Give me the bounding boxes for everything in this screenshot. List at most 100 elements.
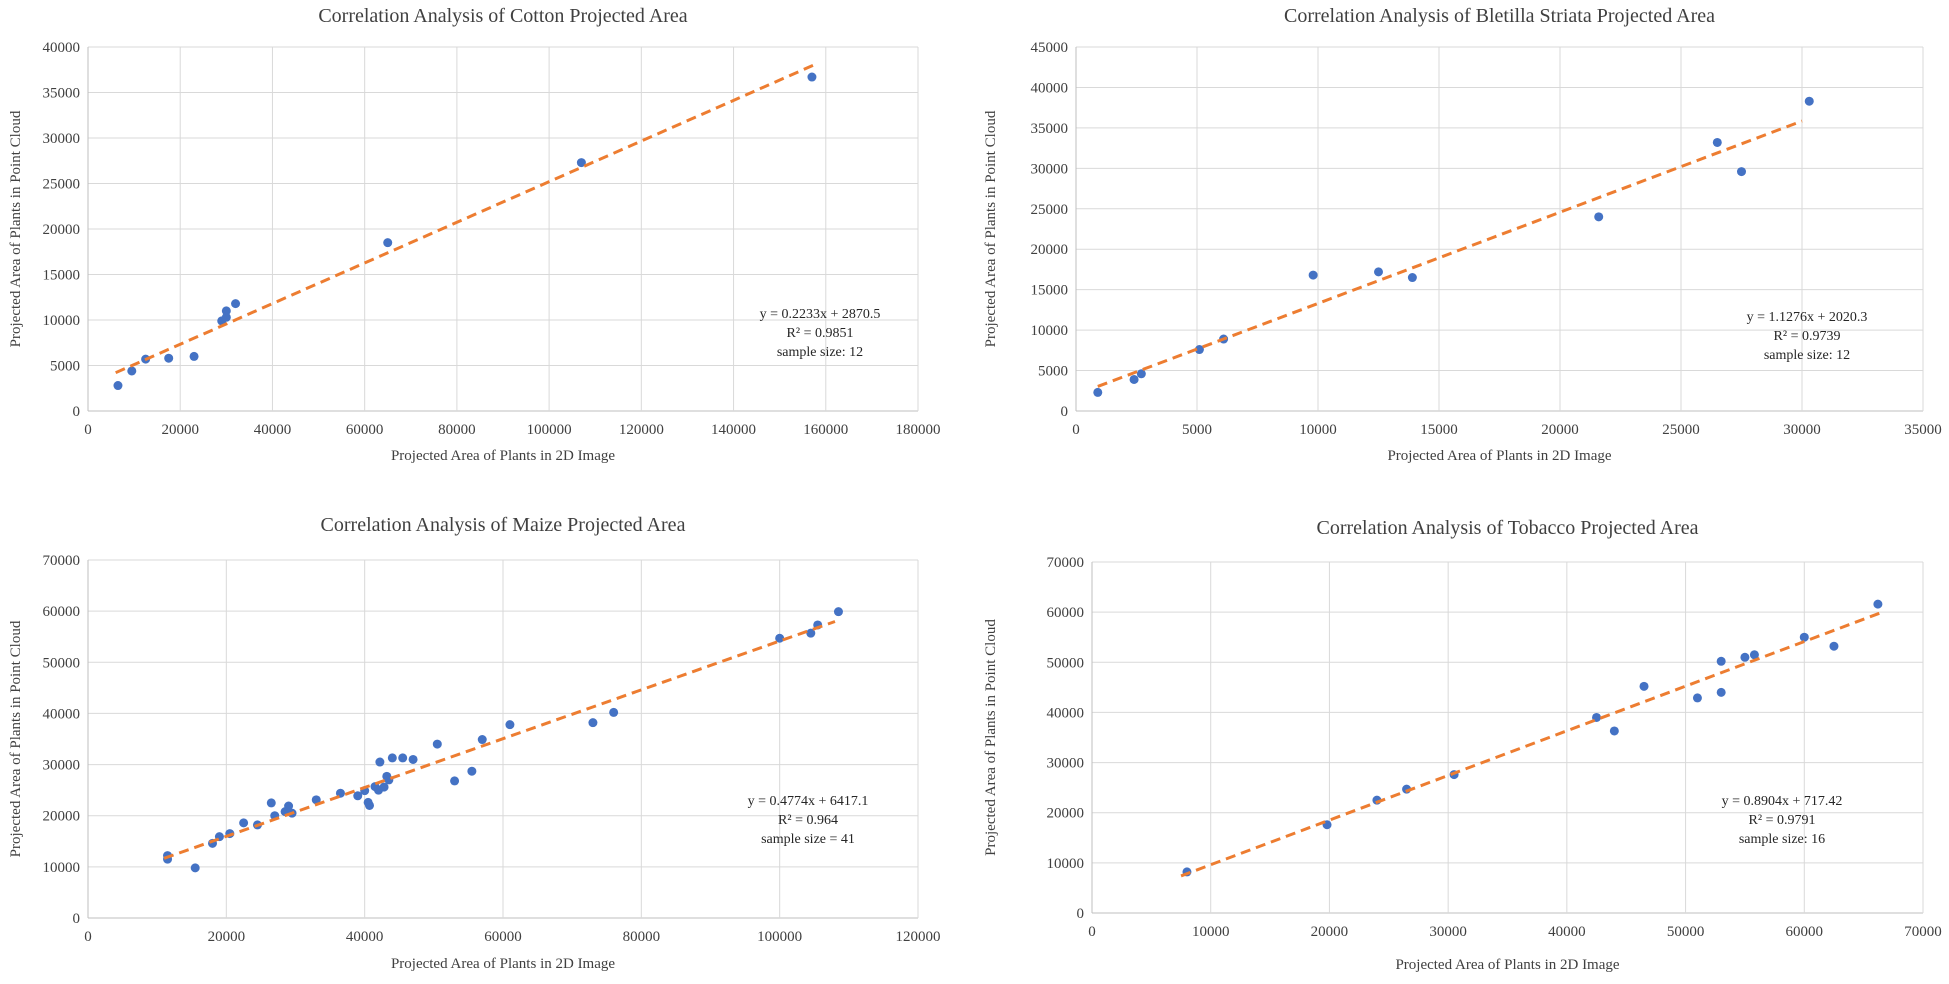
tobacco-ytick-label: 10000 <box>1047 856 1085 872</box>
tobacco-ytick-label: 0 <box>1077 906 1085 922</box>
tobacco-trendline <box>1180 611 1882 878</box>
chart-cotton: 0 5000 10000 15000 20000 25000 30000 35000 40000… <box>0 0 974 492</box>
maize-annotation-line: R² = 0.964 <box>778 813 838 828</box>
bletilla-xtick-label: 30000 <box>1783 422 1821 438</box>
tobacco-annotation-line: R² = 0.9791 <box>1749 813 1816 828</box>
bletilla-trendline <box>1097 119 1803 388</box>
cotton-ytick-label: 35000 <box>43 86 81 102</box>
tobacco-xtick-label: 20000 <box>1311 924 1349 940</box>
bletilla-data-point <box>1374 267 1383 277</box>
bletilla-xtick-label: 0 <box>1072 422 1080 438</box>
tobacco-xtick-label: 30000 <box>1429 924 1467 940</box>
maize-data-point <box>266 798 276 808</box>
tobacco-ytick-label: 20000 <box>1047 806 1085 822</box>
maize-xtick-label: 0 <box>84 929 92 945</box>
bletilla-data-point <box>1136 369 1146 379</box>
chart-bletilla-svg: 0 5000 10000 15000 20000 25000 30000 35000 40000… <box>983 5 1942 464</box>
tobacco-data-point <box>1716 687 1726 697</box>
cotton-ytick-label: 40000 <box>43 40 81 56</box>
maize-data-point <box>387 753 397 763</box>
bletilla-ytick-label: 20000 <box>1031 242 1069 258</box>
cotton-xtick-label: 140000 <box>711 422 756 438</box>
chart-bletilla-striata: 0 5000 10000 15000 20000 25000 30000 35000 40000… <box>975 0 1949 492</box>
cotton-data-point <box>576 158 586 168</box>
maize-ytick-label: 10000 <box>43 860 81 876</box>
chart-maize: 0 10000 20000 30000 40000 50000 60000 70000 0 200… <box>0 492 974 984</box>
cotton-xtick-label: 120000 <box>619 422 664 438</box>
tobacco-ytick-label: 50000 <box>1047 655 1085 671</box>
bletilla-ytick-label: 30000 <box>1031 161 1069 177</box>
tobacco-xtick-label: 70000 <box>1904 924 1942 940</box>
maize-ytick-label: 70000 <box>43 553 81 569</box>
chart-tobacco: 0 10000 20000 30000 40000 50000 60000 70000 0 100… <box>975 492 1949 984</box>
maize-y-axis-label: Projected Area of Plants in Point Cloud <box>8 620 24 857</box>
bletilla-data-point <box>1737 167 1746 177</box>
tobacco-xtick-label: 50000 <box>1667 924 1705 940</box>
tobacco-data-point <box>1829 641 1839 651</box>
maize-data-point <box>588 718 598 728</box>
bletilla-data-point <box>1594 212 1604 222</box>
bletilla-ytick-label: 0 <box>1061 404 1069 420</box>
maize-data-point <box>408 754 418 764</box>
bletilla-ytick-label: 10000 <box>1031 323 1069 339</box>
maize-data-point <box>432 739 442 749</box>
cotton-xtick-label: 0 <box>84 422 92 438</box>
tobacco-xtick-label: 60000 <box>1786 924 1824 940</box>
chart-maize-svg: 0 10000 20000 30000 40000 50000 60000 70000 0 200… <box>8 514 941 972</box>
cotton-xtick-label: 20000 <box>161 422 199 438</box>
maize-data-point <box>190 863 200 873</box>
cotton-y-axis-label: Projected Area of Plants in Point Cloud <box>8 110 24 347</box>
maize-data-point <box>609 707 619 717</box>
cotton-data-point <box>164 353 174 363</box>
bletilla-xtick-label: 15000 <box>1420 422 1458 438</box>
cotton-data-point <box>807 72 817 82</box>
tobacco-data-point <box>1716 656 1726 666</box>
cotton-ytick-label: 5000 <box>50 359 80 375</box>
bletilla-data-point <box>1308 270 1318 280</box>
tobacco-ytick-label: 40000 <box>1047 705 1085 721</box>
tobacco-y-axis-label: Projected Area of Plants in Point Cloud <box>983 619 999 856</box>
maize-annotation-line: sample size = 41 <box>761 832 855 847</box>
bletilla-annotation-line: R² = 0.9739 <box>1774 329 1841 344</box>
maize-ytick-label: 20000 <box>43 809 81 825</box>
maize-data-point <box>806 628 816 638</box>
tobacco-ytick-label: 70000 <box>1047 555 1085 571</box>
maize-xtick-label: 80000 <box>623 929 661 945</box>
cotton-ytick-label: 10000 <box>43 313 81 329</box>
tobacco-data-point <box>1799 632 1809 642</box>
cotton-xtick-label: 80000 <box>438 422 476 438</box>
bletilla-data-point <box>1093 387 1103 397</box>
maize-data-point <box>379 782 389 792</box>
maize-trendline <box>163 620 836 860</box>
cotton-xtick-label: 160000 <box>803 422 848 438</box>
cotton-data-point <box>127 366 137 376</box>
cotton-ytick-label: 25000 <box>43 177 81 193</box>
bletilla-chart-title: Correlation Analysis of Bletilla Striata… <box>1284 5 1715 27</box>
cotton-ytick-label: 20000 <box>43 222 81 238</box>
bletilla-ytick-label: 15000 <box>1031 283 1069 299</box>
bletilla-xtick-label: 20000 <box>1541 422 1579 438</box>
cotton-xtick-label: 100000 <box>527 422 572 438</box>
maize-ytick-label: 60000 <box>43 604 81 620</box>
tobacco-data-point <box>1749 650 1759 660</box>
bletilla-xtick-label: 10000 <box>1299 422 1337 438</box>
tobacco-ytick-label: 30000 <box>1047 756 1085 772</box>
cotton-xtick-label: 180000 <box>896 422 941 438</box>
cotton-xtick-label: 60000 <box>346 422 384 438</box>
bletilla-ytick-label: 35000 <box>1031 121 1069 137</box>
maize-xtick-label: 100000 <box>757 929 802 945</box>
bletilla-xtick-label: 25000 <box>1662 422 1700 438</box>
bletilla-data-point <box>1712 137 1722 147</box>
maize-ytick-label: 50000 <box>43 655 81 671</box>
bletilla-data-point <box>1407 273 1417 283</box>
cotton-xtick-label: 40000 <box>254 422 292 438</box>
tobacco-data-point <box>1692 693 1702 703</box>
tobacco-data-point <box>1609 726 1619 736</box>
maize-data-point <box>398 753 408 763</box>
cotton-annotation-line: R² = 0.9851 <box>787 326 854 341</box>
maize-data-point <box>477 735 487 745</box>
maize-ytick-label: 40000 <box>43 706 81 722</box>
chart-cotton-svg: 0 5000 10000 15000 20000 25000 30000 35000 40000… <box>8 5 941 464</box>
maize-data-point <box>311 795 321 805</box>
cotton-data-point <box>113 381 123 391</box>
